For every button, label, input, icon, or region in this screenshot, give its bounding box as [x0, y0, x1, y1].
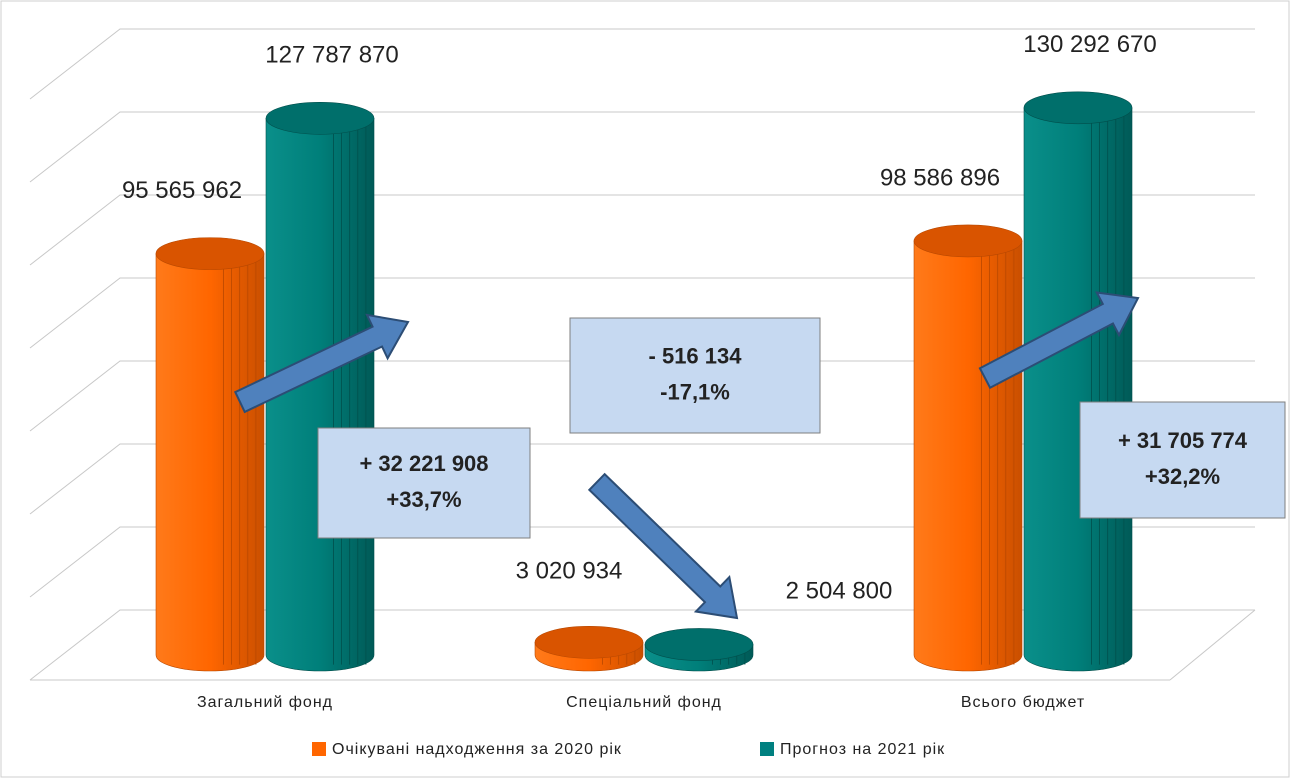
- annotation-text: -17,1%: [660, 379, 730, 404]
- grid: [29, 28, 1255, 681]
- arrow: [978, 291, 1140, 390]
- grid-line: [29, 111, 1255, 183]
- bar-top: [644, 628, 754, 661]
- grid-line: [29, 194, 1255, 266]
- bar: [155, 237, 265, 672]
- x-tick-label: Спеціальний фонд: [566, 694, 722, 711]
- bar-body: [1023, 107, 1133, 672]
- annotation-text: +33,7%: [386, 487, 461, 512]
- annotation-box: [569, 317, 821, 434]
- bar-top: [913, 224, 1023, 258]
- bar-top: [265, 101, 375, 135]
- annotation-box: [1079, 401, 1286, 519]
- grid-line: [29, 609, 1255, 681]
- x-tick-label: Всього бюджет: [961, 694, 1085, 711]
- bar-body: [913, 240, 1023, 672]
- value-label: 130 292 670: [1023, 31, 1156, 58]
- grid-line: [29, 443, 1255, 515]
- grid-line: [29, 360, 1255, 432]
- bar: [534, 626, 644, 672]
- grid-line: [29, 277, 1255, 349]
- arrow: [233, 313, 410, 414]
- bar-top: [155, 237, 265, 270]
- value-label: 98 586 896: [880, 164, 1000, 191]
- bar: [1023, 91, 1133, 672]
- bar: [913, 224, 1023, 672]
- value-label: 3 020 934: [516, 557, 623, 584]
- legend-swatch: [312, 742, 326, 756]
- floor-side: [1169, 609, 1256, 681]
- annotation-text: + 31 705 774: [1118, 428, 1248, 453]
- grid-line: [29, 526, 1255, 598]
- value-label: 95 565 962: [122, 177, 242, 204]
- annotation-box: [317, 427, 531, 539]
- value-label: 127 787 870: [265, 42, 398, 69]
- legend-swatch: [760, 742, 774, 756]
- bar-top: [534, 626, 644, 659]
- x-tick-label: Загальний фонд: [197, 694, 333, 711]
- bar-body: [155, 253, 265, 672]
- bar: [644, 628, 754, 672]
- legend-label: Очікувані надходження за 2020 рік: [332, 741, 622, 758]
- grid-line: [29, 28, 1255, 100]
- annotations: + 32 221 908 +33,7% - 516 134 -17,1% + 31 70…: [233, 291, 1286, 620]
- value-label: 2 504 800: [786, 577, 893, 604]
- arrow: [587, 472, 739, 620]
- legend-label: Прогноз на 2021 рік: [780, 741, 945, 758]
- annotation-text: + 32 221 908: [359, 451, 488, 476]
- annotation-text: - 516 134: [649, 343, 743, 368]
- bar-top: [1023, 91, 1133, 125]
- annotation-text: +32,2%: [1145, 464, 1220, 489]
